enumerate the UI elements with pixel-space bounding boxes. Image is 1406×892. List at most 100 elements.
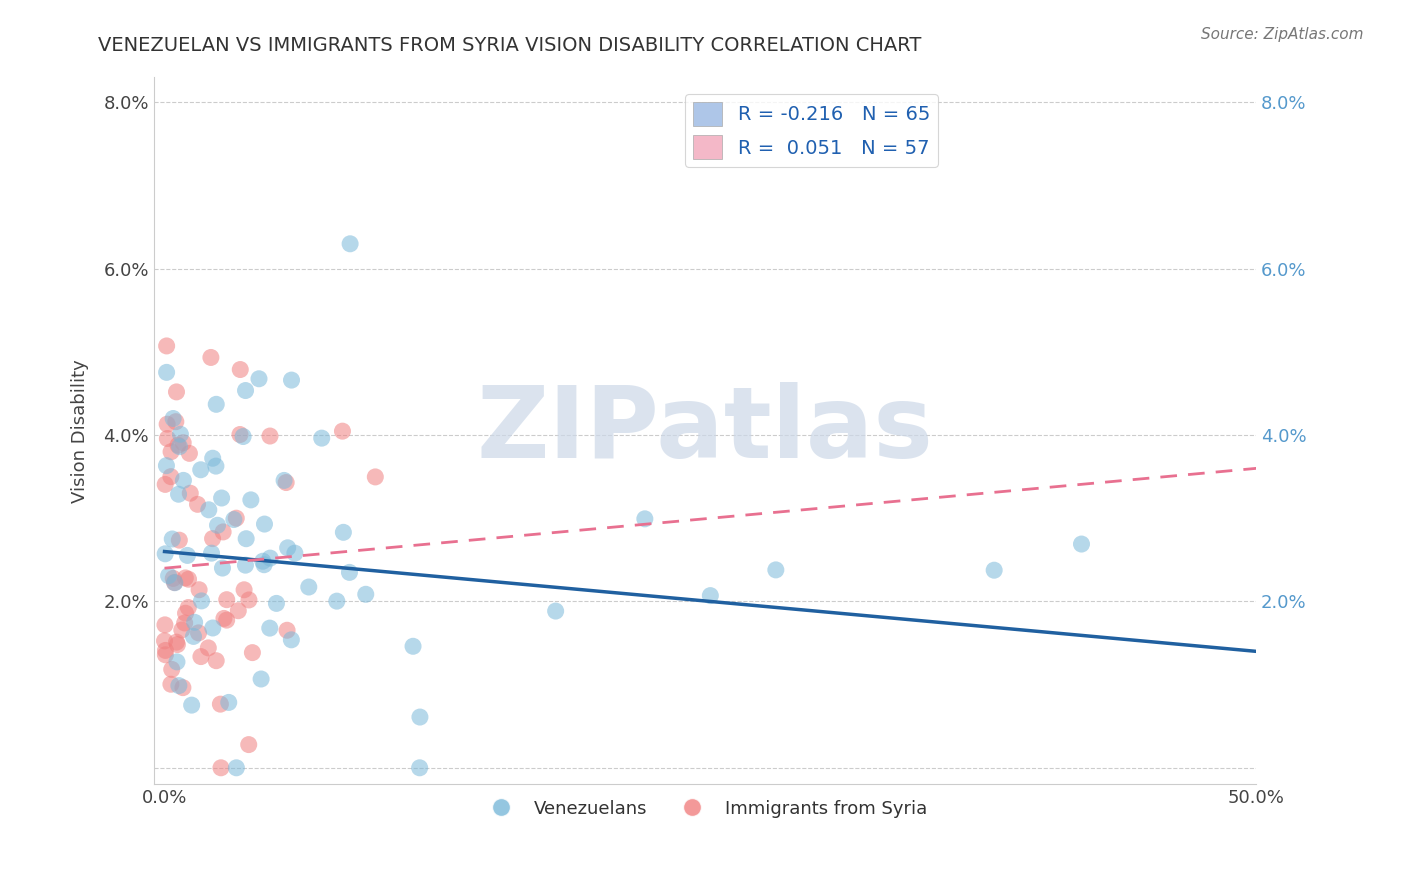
Point — [165, 415, 187, 429]
Point — [156, 417, 179, 432]
Point — [284, 546, 307, 560]
Point — [177, 600, 200, 615]
Point — [259, 621, 281, 635]
Point — [153, 633, 176, 648]
Point — [266, 596, 288, 610]
Point — [222, 512, 245, 526]
Point — [197, 503, 219, 517]
Point — [280, 373, 302, 387]
Point — [172, 474, 194, 488]
Point — [180, 698, 202, 713]
Point — [153, 618, 176, 632]
Point — [215, 592, 238, 607]
Point — [201, 532, 224, 546]
Point — [408, 761, 430, 775]
Point — [205, 459, 228, 474]
Point — [187, 625, 209, 640]
Point — [209, 761, 232, 775]
Point — [276, 624, 298, 638]
Point — [160, 677, 183, 691]
Point — [235, 532, 257, 546]
Point — [259, 429, 281, 443]
Point — [250, 672, 273, 686]
Point — [200, 351, 222, 365]
Point — [160, 662, 183, 676]
Point — [232, 429, 254, 443]
Point — [205, 654, 228, 668]
Point — [163, 575, 186, 590]
Point — [177, 572, 200, 586]
Point — [332, 525, 354, 540]
Point — [186, 497, 208, 511]
Point — [211, 561, 233, 575]
Point — [238, 593, 260, 607]
Point — [167, 438, 190, 452]
Point — [252, 554, 274, 568]
Point — [253, 558, 276, 572]
Point — [339, 566, 361, 580]
Point — [699, 589, 721, 603]
Point — [157, 568, 180, 582]
Point — [332, 424, 354, 438]
Point — [239, 492, 262, 507]
Point — [183, 615, 205, 630]
Point — [277, 541, 299, 555]
Text: ZIPatlas: ZIPatlas — [477, 383, 934, 479]
Point — [162, 532, 184, 546]
Point — [311, 431, 333, 445]
Point — [215, 613, 238, 627]
Point — [1070, 537, 1092, 551]
Point — [238, 738, 260, 752]
Text: Source: ZipAtlas.com: Source: ZipAtlas.com — [1201, 27, 1364, 42]
Point — [765, 563, 787, 577]
Point — [156, 339, 179, 353]
Point — [197, 640, 219, 655]
Point — [179, 486, 201, 500]
Point — [153, 477, 176, 491]
Point — [225, 511, 247, 525]
Point — [983, 563, 1005, 577]
Point — [326, 594, 349, 608]
Point — [200, 546, 222, 560]
Point — [209, 697, 232, 711]
Point — [166, 635, 188, 649]
Point — [233, 582, 256, 597]
Point — [174, 606, 197, 620]
Point — [190, 463, 212, 477]
Point — [212, 611, 235, 625]
Point — [201, 621, 224, 635]
Point — [155, 648, 177, 662]
Point — [172, 435, 194, 450]
Point — [235, 558, 257, 573]
Point — [172, 681, 194, 695]
Point — [166, 638, 188, 652]
Point — [174, 571, 197, 585]
Point — [409, 710, 432, 724]
Point — [364, 470, 387, 484]
Point — [166, 384, 188, 399]
Point — [176, 549, 198, 563]
Point — [155, 365, 177, 379]
Point — [354, 587, 377, 601]
Point — [211, 491, 233, 505]
Point — [298, 580, 321, 594]
Point — [155, 458, 177, 473]
Point — [190, 649, 212, 664]
Point — [201, 451, 224, 466]
Point — [183, 629, 205, 643]
Point — [226, 604, 249, 618]
Text: VENEZUELAN VS IMMIGRANTS FROM SYRIA VISION DISABILITY CORRELATION CHART: VENEZUELAN VS IMMIGRANTS FROM SYRIA VISI… — [98, 36, 922, 54]
Point — [339, 236, 361, 251]
Point — [155, 643, 177, 657]
Point — [276, 475, 298, 490]
Point — [190, 594, 212, 608]
Point — [235, 384, 257, 398]
Legend: Venezuelans, Immigrants from Syria: Venezuelans, Immigrants from Syria — [475, 792, 934, 825]
Y-axis label: Vision Disability: Vision Disability — [72, 359, 89, 503]
Point — [188, 582, 211, 597]
Point — [544, 604, 567, 618]
Point — [402, 640, 425, 654]
Point — [218, 695, 240, 709]
Point — [170, 623, 193, 637]
Point — [247, 372, 270, 386]
